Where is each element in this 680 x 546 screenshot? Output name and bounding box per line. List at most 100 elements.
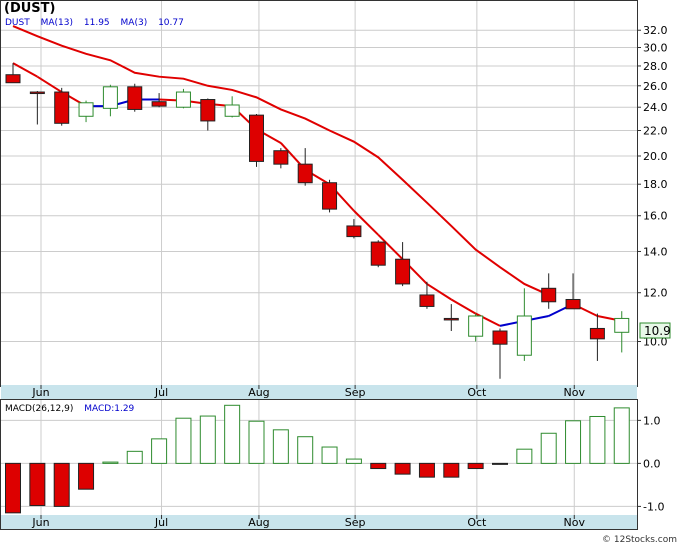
macd-bar [102, 461, 119, 464]
candle-body [5, 74, 21, 84]
candle-down [541, 273, 557, 309]
candle-body [443, 317, 459, 321]
macd-bar [370, 462, 387, 470]
macd-bar [151, 438, 168, 464]
candlestick-series [5, 63, 630, 379]
candle-body [151, 101, 167, 107]
macd-bar [248, 420, 265, 464]
candle-down [5, 63, 21, 84]
macd-bar [418, 462, 435, 478]
candle-down [54, 87, 70, 126]
macd-bar [5, 462, 21, 514]
macd-bar [297, 436, 314, 464]
candle-down [565, 273, 581, 310]
candle-up [224, 96, 240, 118]
candle-body [29, 91, 45, 95]
candle-body [370, 241, 386, 266]
month-label: Jul [154, 516, 168, 529]
month-label: Sep [345, 516, 366, 529]
candle-down [370, 240, 386, 268]
month-label: Nov [564, 386, 586, 399]
price-y-tick-label: 14.0 [643, 245, 668, 258]
ma3-segment [426, 283, 452, 301]
macd-y-tick-label: -1.0 [643, 500, 664, 513]
price-y-tick-label: 20.0 [643, 150, 668, 163]
candle-body [589, 327, 605, 340]
macd-month-labels: Jun Jul Aug Sep Oct Nov [31, 515, 585, 529]
month-label: Sep [345, 386, 366, 399]
candle-body [102, 86, 118, 109]
chart-title: (DUST) [4, 1, 55, 16]
price-y-tick-label: 16.0 [643, 210, 668, 223]
price-legend: DUST MA(13) 11.95 MA(3) 10.77 [5, 18, 184, 28]
candle-body [419, 294, 435, 307]
candle-body [175, 91, 191, 108]
month-label: Aug [248, 386, 269, 399]
candle-down [589, 313, 605, 361]
candle-down [395, 242, 411, 287]
candle-body [200, 99, 216, 122]
candle-body [614, 317, 630, 333]
candle-body [346, 225, 362, 238]
candle-body [54, 91, 70, 124]
price-y-tick-label: 10.0 [643, 336, 668, 349]
macd-legend-label: MACD(26,12,9) [5, 404, 73, 414]
candle-down [273, 148, 289, 169]
candle-up [175, 88, 191, 109]
macd-bar [565, 420, 582, 464]
ma3-segment [450, 298, 477, 315]
price-y-tick-label: 30.0 [643, 41, 668, 54]
price-month-labels: Jun Jul Aug Sep Oct Nov [31, 385, 585, 399]
macd-bar [224, 404, 241, 464]
candle-body [516, 315, 532, 356]
macd-bar [53, 462, 70, 507]
macd-bar [29, 462, 46, 507]
macd-bar [467, 462, 484, 470]
last-price-label: 10.9 [644, 324, 671, 338]
macd-bar-series [5, 404, 630, 514]
price-y-tick-label: 24.0 [643, 101, 668, 114]
macd-bar [199, 415, 216, 464]
candle-body [492, 330, 508, 345]
last-price-box [639, 322, 671, 339]
macd-y-tick-label: 0.0 [643, 457, 661, 470]
candle-down [492, 328, 508, 379]
month-label: Oct [467, 516, 487, 529]
legend-ma13-label: MA(13) [41, 18, 73, 28]
candle-up [468, 313, 484, 342]
candle-down [322, 179, 338, 213]
macd-legend-value: MACD:1.29 [84, 404, 134, 414]
macd-date-axis-band [1, 515, 637, 529]
price-date-axis-band [1, 385, 637, 399]
macd-bar [540, 432, 557, 464]
candle-body [249, 114, 264, 162]
month-label: Jun [31, 386, 49, 399]
month-label: Oct [467, 386, 487, 399]
macd-bar [394, 462, 411, 475]
price-y-tick-label: 28.0 [643, 60, 668, 73]
macd-bar [443, 462, 460, 478]
macd-bar [126, 450, 143, 464]
macd-panel-frame [0, 399, 638, 530]
candle-up [516, 288, 532, 361]
candle-down [297, 148, 313, 186]
legend-ma13-value: 11.95 [84, 18, 110, 28]
candle-down [29, 90, 45, 125]
candle-body [297, 163, 313, 184]
candle-body [541, 287, 557, 303]
candle-body [127, 86, 143, 110]
candle-up [78, 100, 94, 123]
price-y-tick-label: 32.0 [643, 24, 668, 37]
candle-down [127, 83, 143, 112]
macd-legend: MACD(26,12,9) MACD:1.29 [5, 404, 135, 414]
macd-bar [321, 446, 338, 464]
macd-bar [78, 462, 95, 490]
ma13-line [12, 25, 550, 296]
month-label: Jun [31, 516, 49, 529]
price-y-axis: 32.0 30.0 28.0 26.0 24.0 22.0 20.0 18.0 16.0 14.0… [637, 24, 668, 349]
macd-bar [492, 462, 508, 465]
macd-bar [345, 458, 362, 464]
ma3-segment [12, 62, 38, 78]
price-grid [1, 1, 637, 385]
